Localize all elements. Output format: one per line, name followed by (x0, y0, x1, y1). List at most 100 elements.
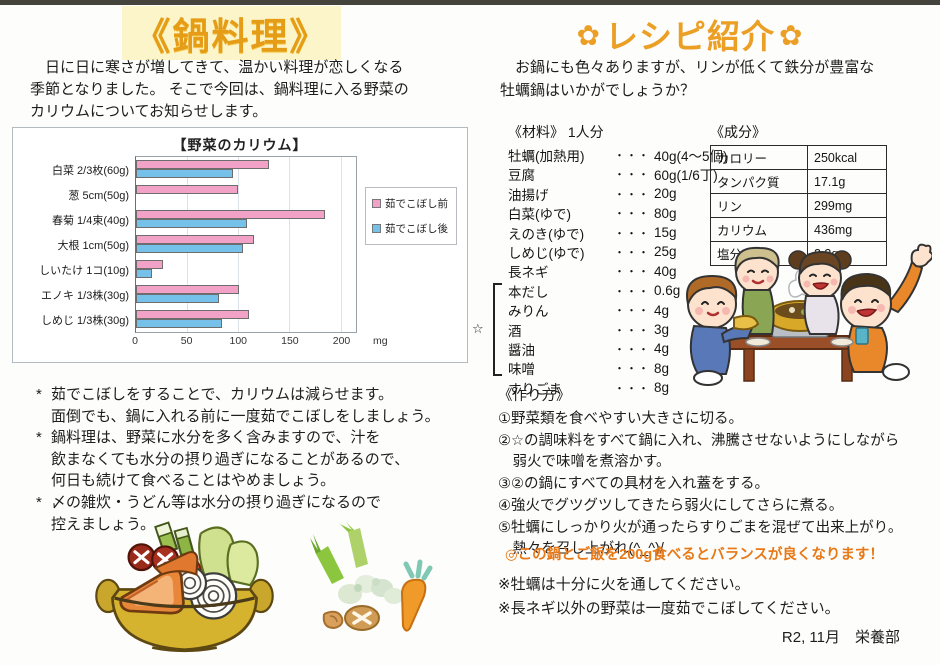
recipe-title: ✿ レシピ紹介 ✿ (480, 10, 900, 58)
nutrition-row: タンパク質 17.1g (710, 169, 887, 194)
chart-x-axis: 0 50 100 150 200 mg (132, 333, 388, 350)
chart-bar (136, 244, 244, 253)
ingredient-row: 酒 ・・・ 3g (508, 320, 720, 339)
chart-bar (136, 219, 247, 228)
ingredient-name: みりん (508, 304, 549, 320)
bar-group (136, 282, 356, 307)
chart-bar (136, 210, 326, 219)
ingredient-name: 油揚げ (508, 187, 549, 203)
ingredient-row: すりごま ・・・ 8g (508, 378, 720, 397)
chart-gridline (289, 157, 291, 332)
legend-label: 茹でこぼし前 (385, 198, 448, 210)
bar-group (136, 232, 356, 257)
ingredient-dots: ・・・ (614, 324, 650, 337)
note-item: * 鍋料理は、野菜に水分を多く含みますので、汁を 飲まなくても水分の摂り過ぎにな… (36, 427, 466, 492)
ingredient-amount: 4g (654, 341, 670, 357)
ingredient-row: 醤油 ・・・ 4g (508, 339, 720, 358)
ingredient-dots: ・・・ (614, 382, 650, 395)
ingredient-amount: 80g (654, 205, 677, 221)
ingredient-name: すりごま (508, 381, 562, 397)
ingredient-name: 本だし (508, 284, 549, 300)
nutrition-value: 436mg (807, 217, 887, 242)
note-text: 〆の雑炊・うどん等は水分の摂り過ぎになるので 控えましょう。 (51, 493, 382, 533)
seasoning-star-mark: ☆ (472, 321, 484, 337)
nutrition-key: タンパク質 (710, 169, 808, 194)
ingredient-name: 牡蠣(加熱用) (508, 149, 585, 164)
instruction-step: ③②の鍋にすべての具材を入れ蓋をする。 (498, 476, 770, 492)
family-hotpot-illustration (660, 238, 934, 393)
chart-bar (136, 160, 270, 169)
ingredient-dots: ・・・ (614, 305, 650, 318)
ingredient-amount: 4g (654, 302, 670, 318)
chart-category-label: エノキ 1/3株(30g) (40, 289, 129, 302)
ingredient-name: 醤油 (508, 342, 535, 358)
nutrition-row: カロリー 250kcal (710, 145, 887, 170)
bar-group (136, 307, 356, 332)
chart-legend: 茹でこぼし前 茹でこぼし後 (365, 187, 457, 245)
page-title: 《鍋料理》 (0, 6, 462, 60)
ingredient-amount: 3g (654, 322, 670, 338)
note-bullet: * (36, 493, 42, 511)
chart-gridline (340, 157, 342, 332)
left-notes-list: * 茹でこぼしをすることで、カリウムは減らせます。 面倒でも、鍋に入れる前に一度… (36, 384, 466, 535)
nutrition-header: 《成分》 (710, 124, 766, 140)
x-tick-label: 200 (332, 335, 351, 347)
instructions-header: 《作り方》 (498, 388, 571, 404)
ingredient-row: 味噌 ・・・ 8g (508, 358, 720, 378)
ingredient-dots: ・・・ (614, 246, 650, 259)
footnotes: ※牡蠣は十分に火を通してください。 ※長ネギ以外の野菜は一度茹でこぼしてください… (498, 573, 928, 621)
chart-category-label: 白菜 2/3枚(60g) (51, 164, 129, 177)
ingredient-amount: 8g (654, 360, 670, 376)
nutrition-section: 《成分》 カロリー 250kcal タンパク質 17.1g リン 299mg カリウム 436… (710, 122, 887, 266)
nutrition-row: リン 299mg (710, 193, 887, 218)
ingredients-section: 《材料》 1人分 牡蠣(加熱用) ・・・ 40g(4～5個) 豆腐 ・・・ 60g(1/6… (472, 122, 728, 397)
nutrition-table: カロリー250kcalタンパク質17.1gリン299mgカリウム436mg塩分2… (710, 145, 887, 266)
ingredient-name: しめじ(ゆで) (508, 245, 585, 261)
ingredient-amount: 0.6g (654, 283, 681, 299)
ingredient-dots: ・・・ (614, 150, 650, 162)
flower-icon: ✿ (779, 20, 804, 51)
legend-item: 茹でこぼし後 (372, 221, 448, 236)
ingredient-dots: ・・・ (614, 208, 650, 221)
chart-category-label: しめじ 1/3株(30g) (40, 314, 129, 327)
note-item: * 茹でこぼしをすることで、カリウムは減らせます。 面倒でも、鍋に入れる前に一度… (36, 384, 466, 427)
ingredient-amount: 20g (654, 186, 677, 202)
instruction-step: ④強火でグツグツしてきたら弱火にしてさらに煮る。 (498, 497, 844, 514)
x-tick-label: 0 (132, 335, 138, 347)
chart-category-label: しいたけ 1コ(10g) (39, 264, 129, 277)
instruction-step: ①野菜類を食べやすい大きさに切る。 (498, 410, 743, 427)
ingredient-name: 豆腐 (508, 168, 535, 184)
legend-swatch (372, 199, 381, 208)
signature: R2, 11月 栄養部 (781, 629, 900, 646)
chart-plot-area (135, 156, 357, 333)
ingredients-header: 《材料》 1人分 (508, 124, 604, 140)
footnote: ※牡蠣は十分に火を通してください。 (498, 576, 750, 593)
bar-group (136, 257, 356, 282)
chart-bar (136, 260, 163, 269)
ingredient-amount: 40g(4～5個) (654, 149, 728, 164)
ingredient-amount: 8g (654, 380, 670, 396)
left-intro-paragraph: 日に日に寒さが増してきて、温かい料理が恋しくなる 季節となりました。 そこで今回… (30, 59, 409, 121)
x-tick-label: 100 (229, 335, 248, 347)
note-bullet: * (36, 429, 42, 447)
instruction-step: ②☆の調味料をすべて鍋に入れ、沸騰させないようにしながら 弱火で味噌を煮溶かす。 (498, 432, 900, 471)
chart-plot-column: 0 50 100 150 200 mg (132, 156, 388, 350)
bar-group (136, 182, 356, 207)
chart-title: 【野菜のカリウム】 (172, 137, 308, 153)
chart-bar (136, 269, 153, 278)
ingredient-row: 長ネギ ・・・ 40g (508, 261, 720, 281)
x-axis-unit: mg (373, 335, 388, 347)
ingredient-dots: ・・・ (614, 266, 650, 279)
chart-category-labels: 白菜 2/3枚(60g) 葱 5cm(50g) 春菊 1/4束(40g) 大根 1cm… (21, 156, 135, 350)
note-item: * 〆の雑炊・うどん等は水分の摂り過ぎになるので 控えましょう。 (36, 492, 466, 535)
ingredient-row: しめじ(ゆで) ・・・ 25g (508, 242, 720, 261)
ingredient-amount: 40g (654, 263, 677, 279)
flower-icon: ✿ (576, 20, 601, 51)
nutrition-row: カリウム 436mg (710, 217, 887, 242)
ingredient-name: えのき(ゆで) (508, 226, 585, 242)
chart-bar (136, 294, 219, 303)
legend-label: 茹でこぼし後 (385, 223, 448, 235)
legend-item: 茹でこぼし前 (372, 196, 448, 211)
chart-category-label: 葱 5cm(50g) (68, 189, 129, 202)
nutrition-value: 299mg (807, 193, 887, 218)
